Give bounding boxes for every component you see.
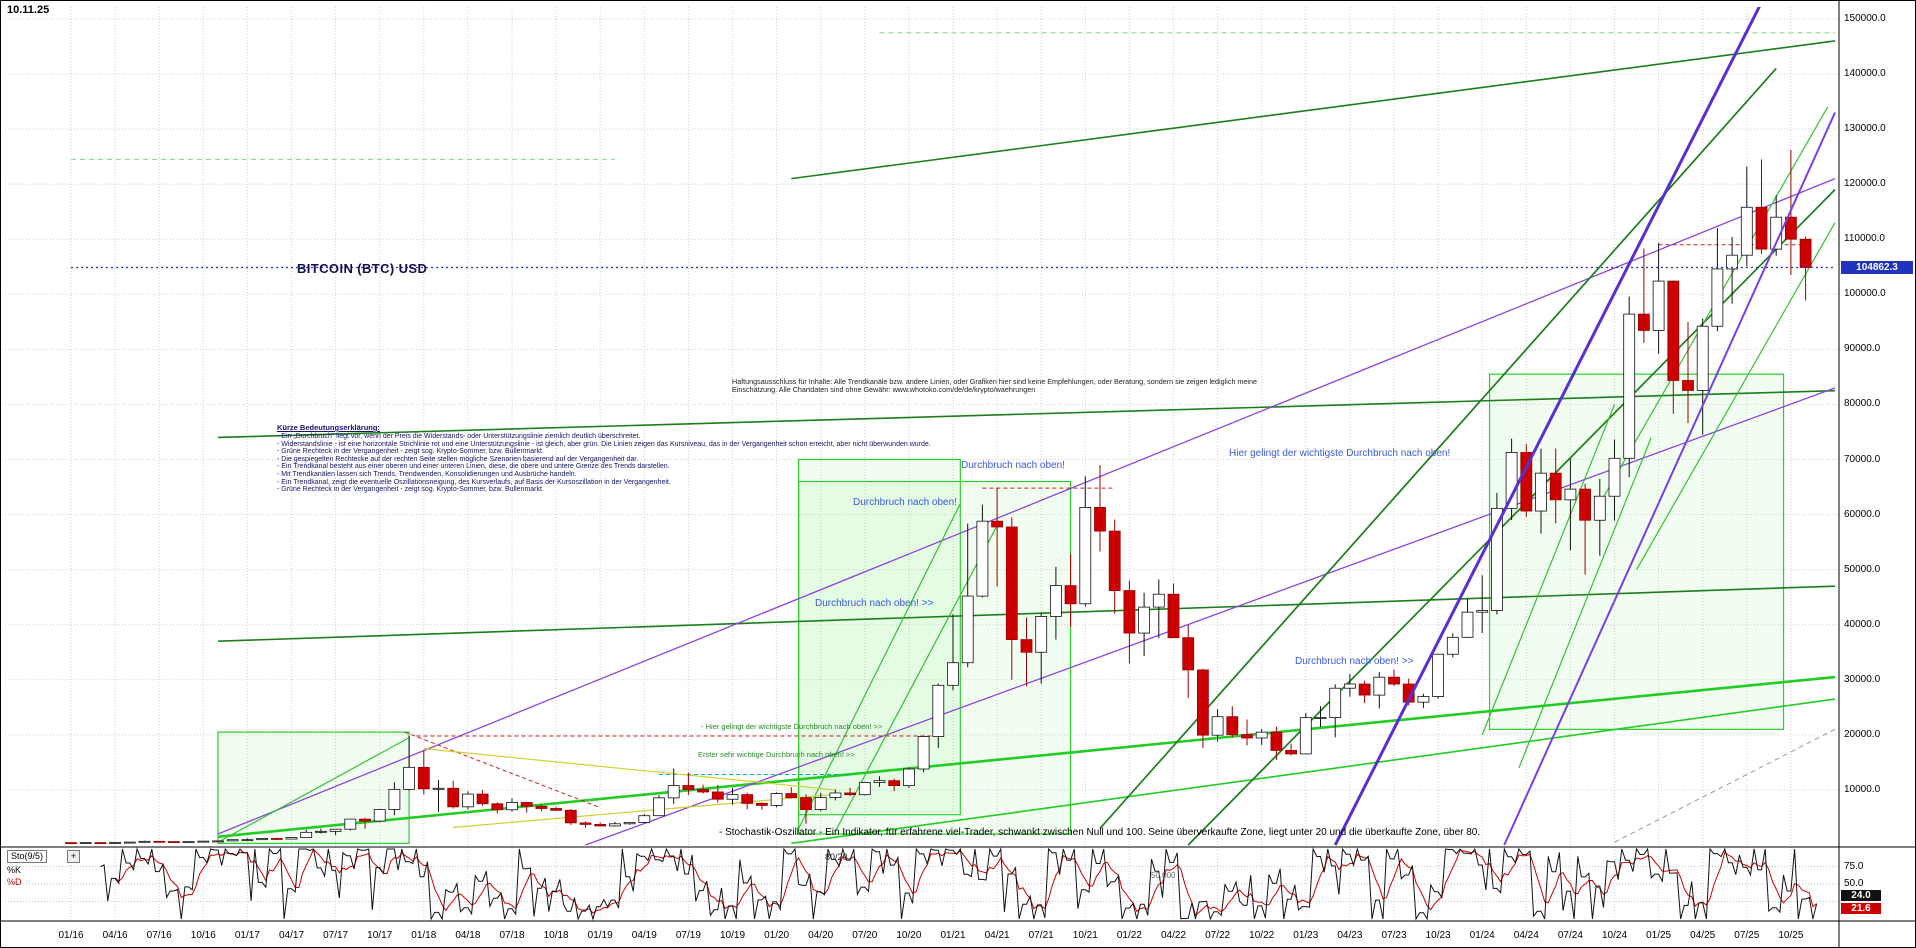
x-axis-label: 07/20 bbox=[852, 930, 878, 941]
legend-title: Kürze Bedeutungserklärung: bbox=[277, 423, 380, 432]
x-axis-label: 01/24 bbox=[1469, 930, 1495, 941]
x-axis-label: 04/24 bbox=[1513, 930, 1539, 941]
oscillator-k-value-badge: 24.0 bbox=[1841, 890, 1881, 901]
chart-annotation: Erster sehr wichtige Durchbruch nach obe… bbox=[698, 750, 855, 759]
x-axis-label: 01/19 bbox=[587, 930, 613, 941]
legend-line: - Die gespiegelten Rechtecke auf der rec… bbox=[277, 455, 639, 463]
x-axis-label: 04/21 bbox=[984, 930, 1010, 941]
x-axis-label: 07/17 bbox=[323, 930, 349, 941]
y-axis-label: 80000.0 bbox=[1844, 398, 1881, 410]
y-axis-label: 30000.0 bbox=[1844, 673, 1881, 685]
legend-line: - Ein Trendkanal, zeigt die eventuelle O… bbox=[277, 478, 671, 486]
oscillator-d-label: %D bbox=[7, 877, 22, 887]
oscillator-note: - Stochastik-Oszillator - Ein Indikator,… bbox=[719, 827, 1481, 838]
x-axis-label: 04/23 bbox=[1337, 930, 1363, 941]
legend-line: - Ein Trendkanal besteht aus einer obere… bbox=[277, 463, 670, 471]
chart-annotation: Durchbruch nach oben! bbox=[853, 497, 957, 508]
x-axis-label: 10/17 bbox=[367, 930, 393, 941]
x-axis-label: 01/16 bbox=[58, 930, 84, 941]
y-axis-label: 50000.0 bbox=[1844, 563, 1881, 575]
oscillator-k-line bbox=[100, 847, 1818, 921]
x-axis-label: 07/21 bbox=[1028, 930, 1054, 941]
y-axis-label: 60000.0 bbox=[1844, 508, 1881, 520]
chart-annotation: - Hier gelingt der wichtigste Durchbruch… bbox=[701, 722, 883, 731]
candles-group bbox=[65, 149, 1812, 845]
chart-date: 10.11.25 bbox=[7, 4, 50, 16]
x-axis-label: 01/18 bbox=[411, 930, 437, 941]
x-axis-label: 07/25 bbox=[1734, 930, 1760, 941]
y-axis-label: 40000.0 bbox=[1844, 618, 1881, 630]
x-axis-label: 04/19 bbox=[631, 930, 657, 941]
x-axis-label: 07/23 bbox=[1381, 930, 1407, 941]
x-axis-label: 01/17 bbox=[234, 930, 260, 941]
y-axis-label: 70000.0 bbox=[1844, 453, 1881, 465]
legend-line: - Widerstandslinie - ist eine horizontal… bbox=[277, 440, 931, 448]
chart-annotation: 50.000 bbox=[1151, 871, 1176, 880]
y-axis-label: 90000.0 bbox=[1844, 343, 1881, 355]
x-axis-label: 07/24 bbox=[1557, 930, 1583, 941]
x-axis-label: 04/16 bbox=[102, 930, 128, 941]
x-axis-label: 10/20 bbox=[896, 930, 922, 941]
x-axis-label: 10/19 bbox=[719, 930, 746, 941]
y-axis-label: 130000.0 bbox=[1844, 123, 1886, 135]
x-axis-label: 10/24 bbox=[1601, 930, 1628, 941]
x-axis-label: 04/25 bbox=[1690, 930, 1716, 941]
chart-annotation: 80/20 bbox=[825, 852, 848, 862]
x-axis-label: 10/22 bbox=[1249, 930, 1275, 941]
trend-lines bbox=[71, 32, 1836, 846]
y-axis-label: 20000.0 bbox=[1844, 728, 1881, 740]
x-axis-label: 04/20 bbox=[808, 930, 834, 941]
x-axis-label: 10/23 bbox=[1425, 930, 1451, 941]
oscillator-add-button[interactable]: + bbox=[67, 850, 80, 863]
legend-line: - Grüne Rechteck in der Vergangenheit - … bbox=[277, 486, 544, 494]
x-axis-label: 07/19 bbox=[675, 930, 701, 941]
y-axis-label: 10000.0 bbox=[1844, 783, 1881, 795]
current-price-badge: 104862.3 bbox=[1841, 260, 1913, 274]
x-axis-label: 07/18 bbox=[499, 930, 525, 941]
x-axis-label: 01/22 bbox=[1116, 930, 1142, 941]
y-axis-label: 140000.0 bbox=[1844, 68, 1886, 79]
oscillator-axis-label: 75.0 bbox=[1844, 860, 1864, 872]
legend-line: - Ein „Durchbruch“ liegt vor, wenn der P… bbox=[277, 433, 641, 440]
disclaimer-text: Haftungsausschluss für Inhalte: Alle Tre… bbox=[732, 377, 1258, 394]
x-axis-label: 04/22 bbox=[1160, 930, 1187, 941]
overlay-lines-top bbox=[71, 7, 1836, 846]
chart-annotation: Durchbruch nach oben! bbox=[961, 460, 1065, 471]
x-axis-label: 01/21 bbox=[940, 930, 966, 941]
legend-block: Kürze Bedeutungserklärung: - Ein „Durchb… bbox=[277, 423, 931, 494]
legend-line: - Grüne Rechteck in der Vergangenheit - … bbox=[277, 448, 544, 456]
y-axis-label: 100000.0 bbox=[1844, 288, 1886, 300]
y-axis-label: 150000.0 bbox=[1844, 12, 1886, 24]
oscillator-k-label: %K bbox=[7, 865, 22, 875]
x-axis-label: 01/23 bbox=[1293, 930, 1319, 941]
chart-annotation: Durchbruch nach oben! >> bbox=[1295, 656, 1414, 667]
y-axis-label: 110000.0 bbox=[1844, 233, 1885, 245]
legend-line: - Mit Trendkanälen lassen sich Trends, T… bbox=[277, 470, 577, 478]
x-axis-label: 10/25 bbox=[1778, 930, 1804, 941]
chart-annotation: Hier gelingt der wichtigste Durchbruch n… bbox=[1229, 448, 1451, 459]
legend-lines: - Ein „Durchbruch“ liegt vor, wenn der P… bbox=[277, 433, 931, 494]
x-axis-label: 07/22 bbox=[1205, 930, 1231, 941]
oscillator-name-label: Sto(9/5) bbox=[7, 850, 48, 863]
x-axis-label: 10/16 bbox=[190, 930, 216, 941]
chart-annotation: Durchbruch nach oben! >> bbox=[815, 598, 934, 609]
x-axis-label: 01/25 bbox=[1646, 930, 1672, 941]
x-axis-label: 04/18 bbox=[455, 930, 481, 941]
x-axis-label: 10/18 bbox=[543, 930, 569, 941]
oscillator-axis-label: 50.0 bbox=[1844, 878, 1864, 889]
x-axis-label: 01/20 bbox=[764, 930, 790, 941]
x-axis-label: 07/16 bbox=[146, 930, 172, 941]
oscillator-d-value-badge: 21.6 bbox=[1841, 903, 1881, 914]
y-axis-label: 120000.0 bbox=[1844, 178, 1886, 190]
x-axis-label: 10/21 bbox=[1072, 930, 1098, 941]
x-axis-label: 04/17 bbox=[278, 930, 305, 941]
oscillator-d-line bbox=[114, 848, 1817, 917]
chart-title: BITCOIN (BTC) USD bbox=[297, 261, 428, 276]
